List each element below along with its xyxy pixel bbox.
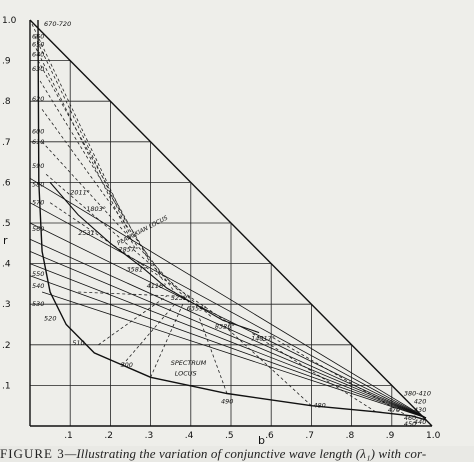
x-tick-label: .9: [386, 431, 395, 441]
x-tick-label: .5: [225, 431, 234, 441]
convergence-line: [29, 251, 427, 419]
y-tick-label: .2: [2, 341, 11, 351]
spectrum-locus: [37, 19, 427, 421]
y-tick-label: .8: [2, 97, 11, 107]
planckian-locus: [49, 182, 260, 334]
conjunctive-line: [41, 109, 176, 293]
temperature-label: 3581°: [126, 266, 146, 274]
wavelength-label: 640: [32, 51, 44, 59]
wavelength-label: 560: [32, 225, 44, 233]
temperature-label: 6359°: [187, 304, 207, 312]
y-tick-label: .6: [2, 178, 11, 188]
temperature-label: 8326°: [215, 323, 235, 331]
spectrum-locus-label-2: LOCUS: [175, 369, 197, 377]
convergence-line: [41, 291, 427, 419]
x-tick-label: .3: [145, 431, 154, 441]
loci: [37, 19, 427, 421]
wavelength-label: 500: [120, 361, 132, 369]
wavelength-label: 620: [32, 95, 44, 103]
x-tick-label: .1: [64, 431, 73, 441]
convergence-line: [29, 202, 427, 419]
conjunctive-line: [98, 295, 167, 346]
temperature-label: 4116°: [147, 282, 167, 290]
solid-lines: [29, 177, 427, 419]
wavelength-label: 660: [32, 32, 44, 40]
conjunctive-line: [270, 336, 405, 415]
x-tick-label: 1.0: [426, 431, 441, 441]
wavelength-label: 480: [313, 402, 325, 410]
conjunctive-line: [150, 304, 184, 378]
y-tick-label: .4: [2, 260, 11, 270]
y-axis-label: r: [3, 234, 8, 247]
conjunctive-line: [198, 316, 228, 394]
wavelength-label: 450: [404, 420, 416, 428]
conjunctive-line: [250, 332, 376, 413]
conjunctive-line: [37, 60, 151, 264]
wavelength-label: 380-410: [404, 390, 431, 398]
wavelength-label: 540: [32, 282, 44, 290]
wavelength-label: 520: [44, 314, 56, 322]
x-tick-label: .6: [265, 431, 274, 441]
y-tick-label: .9: [2, 57, 11, 67]
wavelength-label: 650: [32, 40, 44, 48]
wavelength-label: 610: [32, 138, 44, 146]
wavelength-label: 590: [32, 162, 44, 170]
convergence-line: [29, 177, 427, 419]
temperature-label: 1803°: [86, 205, 106, 213]
convergence-line: [29, 222, 427, 419]
wavelength-label: 490: [221, 398, 233, 406]
tick-labels: .1 .2 .3 .4 .5 .6 .7 .8 .9 1.0 .1 .2 .3 .4 .5 .6 .7 .8 .9 1…: [2, 16, 441, 446]
wavelength-label: 440: [414, 418, 426, 426]
y-tick-label: .5: [2, 219, 11, 229]
conjunctive-line: [34, 36, 131, 236]
y-tick-label: .7: [2, 138, 11, 148]
wavelength-label: 470: [388, 406, 400, 414]
wavelength-label: 430: [414, 406, 426, 414]
temperature-label: 2011°: [70, 189, 90, 197]
x-axis-label: b: [258, 434, 265, 446]
chromaticity-diagram: .1 .2 .3 .4 .5 .6 .7 .8 .9 1.0 .1 .2 .3 .4 .5 .6 .7 .8 .9 1…: [2, 16, 441, 446]
spectrum-locus-label: SPECTRUM: [171, 359, 207, 367]
grid: [30, 60, 393, 426]
temperature-label: 5232°: [171, 294, 191, 302]
temperature-label: 2857°: [118, 245, 138, 253]
caption-text: —Illustrating the variation of conjuncti…: [64, 446, 427, 461]
wavelength-label: 510: [72, 339, 84, 347]
wavelength-label: 420: [414, 398, 426, 406]
x-tick-label: .4: [185, 431, 194, 441]
x-tick-label: .2: [104, 431, 113, 441]
x-tick-label: .8: [346, 431, 355, 441]
figure-caption: FIGURE 3—Illustrating the variation of c…: [0, 446, 474, 462]
x-tick-label: .7: [305, 431, 314, 441]
y-tick-label: 1.0: [2, 16, 17, 26]
convergence-line: [29, 263, 427, 419]
conjunctive-line: [122, 303, 176, 366]
dashed-lines: [31, 23, 405, 415]
conjunctive-line: [49, 202, 232, 325]
conjunctive-line: [41, 141, 192, 305]
wavelength-label: 530: [32, 300, 44, 308]
caption-label: FIGURE 3: [0, 446, 65, 461]
wavelength-label: 670-720: [44, 20, 71, 28]
temperature-label: 2531°: [78, 229, 98, 237]
y-tick-label: .1: [2, 381, 11, 391]
wavelength-label: 600: [32, 128, 44, 136]
conjunctive-line: [222, 324, 312, 406]
hypotenuse-line: [29, 19, 433, 427]
conjunctive-line: [31, 23, 127, 224]
convergence-line: [29, 238, 427, 419]
wavelength-label: 550: [32, 270, 44, 278]
y-tick-label: .3: [2, 300, 11, 310]
wavelength-label: 570: [32, 199, 44, 207]
wavelength-label: 460: [404, 414, 416, 422]
convergence-line: [29, 275, 427, 419]
wavelength-label: 580: [32, 180, 44, 188]
wavelength-label: 630: [32, 65, 44, 73]
conjunctive-line: [35, 48, 135, 248]
temperature-label: 14817°: [251, 335, 275, 343]
